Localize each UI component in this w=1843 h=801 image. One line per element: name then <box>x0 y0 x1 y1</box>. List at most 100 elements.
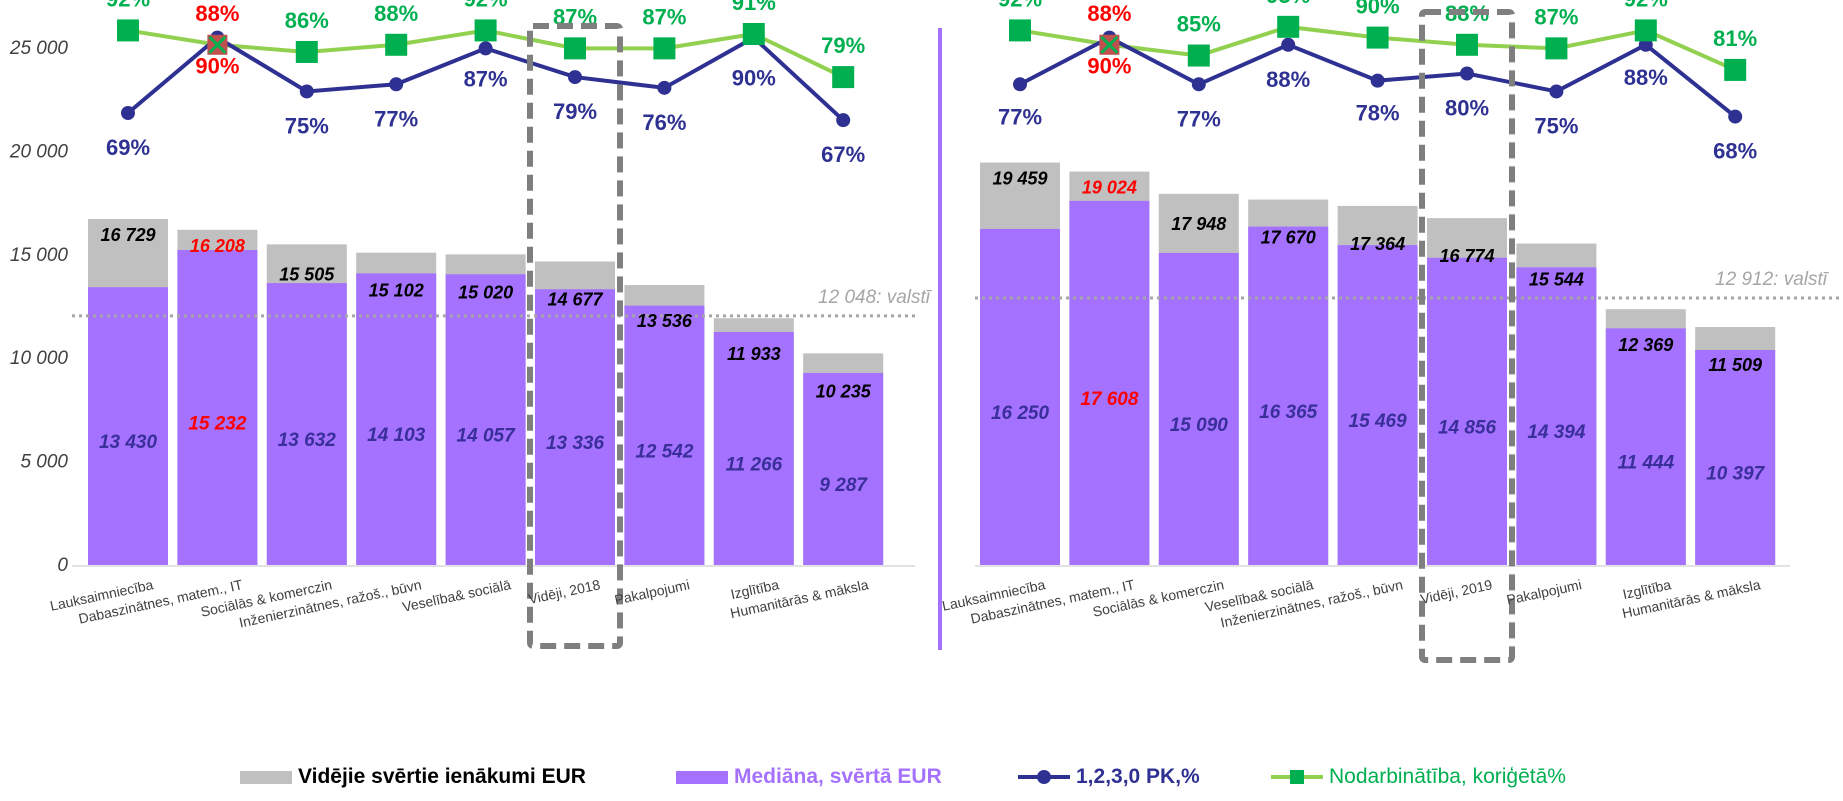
pk-value-label: 80% <box>1445 96 1489 121</box>
employment-value-label: 93% <box>1266 0 1310 8</box>
employment-value-label: 86% <box>285 8 329 33</box>
pk-value-label: 90% <box>195 54 239 79</box>
pk-value-label: 75% <box>285 113 329 138</box>
pk-value-label: 69% <box>106 135 150 160</box>
marker-pk <box>1013 77 1027 92</box>
marker-employment <box>1277 15 1300 38</box>
marker-employment <box>832 66 855 89</box>
bar-median <box>1158 252 1239 566</box>
median-value-label: 11 444 <box>1617 453 1674 474</box>
marker-pk <box>1549 84 1564 99</box>
employment-value-label: 87% <box>1534 4 1578 29</box>
marker-pk <box>478 41 493 56</box>
bar-median <box>624 305 705 565</box>
reference-line-label: 12 912: valstī <box>1715 269 1830 290</box>
median-value-label: 12 542 <box>635 441 694 462</box>
employment-value-label: 90% <box>1356 0 1400 19</box>
median-value-label: 14 394 <box>1527 422 1586 443</box>
median-value-label: 16 365 <box>1259 402 1318 423</box>
legend-line-pk <box>1018 768 1070 786</box>
mean-value-label: 19 024 <box>1082 178 1137 198</box>
marker-employment <box>117 19 139 42</box>
median-value-label: 10 397 <box>1706 463 1766 484</box>
bar-median <box>1427 257 1507 565</box>
legend-swatch-mean <box>240 770 292 784</box>
highlight-box <box>527 23 623 649</box>
employment-value-label: 92% <box>998 0 1042 11</box>
pk-value-label: 88% <box>1624 65 1668 90</box>
employment-value-label: 92% <box>1624 0 1668 11</box>
bar-median <box>1516 267 1597 565</box>
marker-employment <box>1724 58 1747 81</box>
bar-median <box>803 372 884 565</box>
category-label: Pakalpojumi <box>613 576 691 608</box>
mean-value-label: 17 948 <box>1171 214 1226 234</box>
median-value-label: 16 250 <box>991 403 1050 424</box>
legend-label-mean: Vidējie svērtie ienākumi EUR <box>298 765 586 788</box>
legend-item-pk: 1,2,3,0 PK,% <box>1018 765 1200 789</box>
marker-pk <box>1281 37 1296 52</box>
bar-median <box>1605 328 1686 565</box>
median-value-label: 13 632 <box>278 430 337 451</box>
legend-label-pk: 1,2,3,0 PK,% <box>1076 765 1200 788</box>
marker-employment <box>295 40 318 63</box>
bar-median <box>1069 200 1150 565</box>
marker-employment <box>1545 37 1568 60</box>
reference-line-label: 12 048: valstī <box>818 287 933 308</box>
median-value-label: 17 608 <box>1080 389 1139 410</box>
left-panel-2018: 12 048: valstī 16 729 16 208 15 505 15 102 15… <box>49 0 933 649</box>
pk-value-label: 67% <box>821 142 865 167</box>
pk-value-label: 87% <box>464 66 508 91</box>
median-value-label: 14 057 <box>457 426 517 447</box>
legend-item-emp: Nodarbinātība, koriģētā% <box>1271 765 1566 789</box>
legend-line-emp <box>1271 768 1323 786</box>
marker-employment <box>653 37 676 60</box>
bar-median <box>88 287 168 565</box>
marker-pk <box>1460 66 1474 81</box>
median-value-label: 13 430 <box>99 432 158 453</box>
marker-pk <box>1191 77 1206 92</box>
employment-value-label: 87% <box>642 4 686 29</box>
employment-value-label: 92% <box>464 0 508 11</box>
y-axis: 0 5 000 10 000 15 000 20 000 25 000 <box>9 38 69 576</box>
marker-employment <box>1366 26 1389 49</box>
pk-value-label: 76% <box>642 110 686 135</box>
pk-value-label: 90% <box>1087 54 1131 79</box>
legend-label-emp: Nodarbinātība, koriģētā% <box>1329 765 1566 788</box>
bar-median <box>980 228 1060 565</box>
mean-value-label: 19 459 <box>992 169 1047 189</box>
employment-value-label: 88% <box>195 1 239 26</box>
marker-employment <box>1456 33 1478 56</box>
pk-value-label: 79% <box>553 99 597 124</box>
mean-value-label: 15 102 <box>369 281 424 301</box>
mean-value-label: 11 509 <box>1708 355 1762 375</box>
marker-employment <box>474 19 497 42</box>
category-label: Pakalpojumi <box>1505 576 1583 608</box>
median-value-label: 14 856 <box>1438 417 1497 438</box>
median-value-label: 9 287 <box>819 475 868 496</box>
employment-value-label: 85% <box>1177 12 1221 37</box>
median-value-label: 13 336 <box>546 433 605 454</box>
legend-item-median: Mediāna, svērtā EUR <box>676 765 942 789</box>
y-tick-label: 0 <box>57 555 68 576</box>
marker-employment-cross <box>1100 35 1119 54</box>
bar-median <box>713 332 794 565</box>
marker-pk <box>121 105 135 120</box>
mean-value-label: 11 933 <box>727 344 781 364</box>
right-panel-2019: 12 912: valstī 19 459 19 024 17 948 17 670 17… <box>941 0 1843 663</box>
highlight-box <box>1419 9 1515 663</box>
category-label: Vidēji, 2018 <box>527 576 602 607</box>
mean-value-label: 16 208 <box>190 236 245 256</box>
mean-value-label: 15 505 <box>279 264 335 284</box>
median-value-label: 15 090 <box>1170 415 1229 436</box>
pk-value-label: 77% <box>998 104 1042 129</box>
employment-value-label: 81% <box>1713 26 1757 51</box>
bar-median <box>445 274 526 565</box>
employment-value-label: 79% <box>821 33 865 58</box>
marker-pk <box>1728 109 1743 124</box>
mean-value-label: 17 364 <box>1350 234 1405 254</box>
y-tick-label: 15 000 <box>10 245 69 266</box>
mean-value-label: 17 670 <box>1261 228 1316 248</box>
mean-value-label: 16 729 <box>100 225 155 245</box>
